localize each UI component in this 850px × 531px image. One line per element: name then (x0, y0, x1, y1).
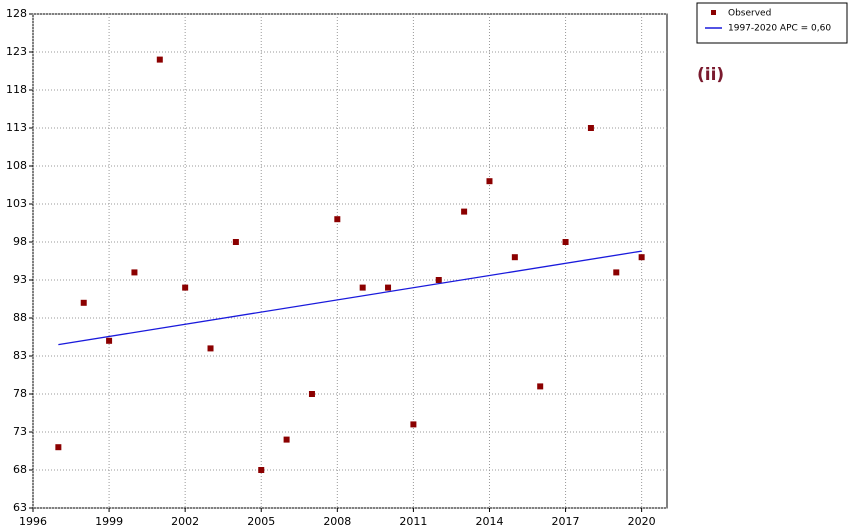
legend-label: 1997-2020 APC = 0,60 (728, 24, 831, 34)
x-tick-label: 1996 (19, 515, 47, 528)
y-tick-label: 118 (6, 83, 27, 96)
y-tick-label: 103 (6, 197, 27, 210)
x-tick-label: 2011 (399, 515, 427, 528)
y-tick-label: 108 (6, 159, 27, 172)
data-point (308, 391, 315, 397)
data-point (511, 254, 518, 261)
data-point (283, 436, 290, 443)
y-tick-label: 83 (13, 349, 27, 362)
data-point (385, 284, 392, 291)
annotation: (ii) (697, 65, 724, 85)
data-point (232, 239, 239, 245)
data-point (486, 178, 493, 185)
legend-label: Observed (728, 9, 771, 19)
x-tick-label: 2020 (628, 515, 656, 528)
data-point (461, 208, 468, 215)
y-tick-label: 123 (6, 45, 27, 58)
x-tick-label: 2014 (475, 515, 503, 528)
data-point (334, 216, 341, 223)
x-tick-label: 2017 (552, 515, 580, 528)
data-point (156, 56, 163, 63)
data-point (207, 345, 214, 352)
y-tick-label: 128 (6, 7, 27, 20)
data-point (435, 277, 442, 283)
data-point (182, 284, 189, 291)
data-point (537, 383, 544, 390)
data-point (131, 269, 138, 276)
legend-marker (711, 10, 716, 15)
y-tick-label: 63 (13, 501, 27, 514)
y-tick-label: 88 (13, 311, 27, 324)
y-tick-label: 68 (13, 463, 27, 476)
legend-box (696, 2, 848, 44)
y-tick-label: 113 (6, 121, 27, 134)
fit-line (58, 250, 642, 346)
plot-frame (32, 13, 668, 509)
data-point (638, 254, 645, 261)
data-point (258, 467, 265, 473)
data-point (359, 284, 366, 291)
data-point (613, 269, 620, 276)
data-point (587, 125, 594, 131)
data-point (106, 337, 113, 344)
data-point (562, 239, 569, 245)
x-tick-label: 2005 (247, 515, 275, 528)
y-tick-label: 78 (13, 387, 27, 400)
data-point (80, 299, 87, 306)
x-tick-label: 2008 (323, 515, 351, 528)
x-tick-label: 1999 (95, 515, 123, 528)
y-tick-label: 73 (13, 425, 27, 438)
data-point (55, 444, 62, 451)
y-tick-label: 98 (13, 235, 27, 248)
y-tick-label: 93 (13, 273, 27, 286)
data-point (410, 421, 417, 428)
x-tick-label: 2002 (171, 515, 199, 528)
